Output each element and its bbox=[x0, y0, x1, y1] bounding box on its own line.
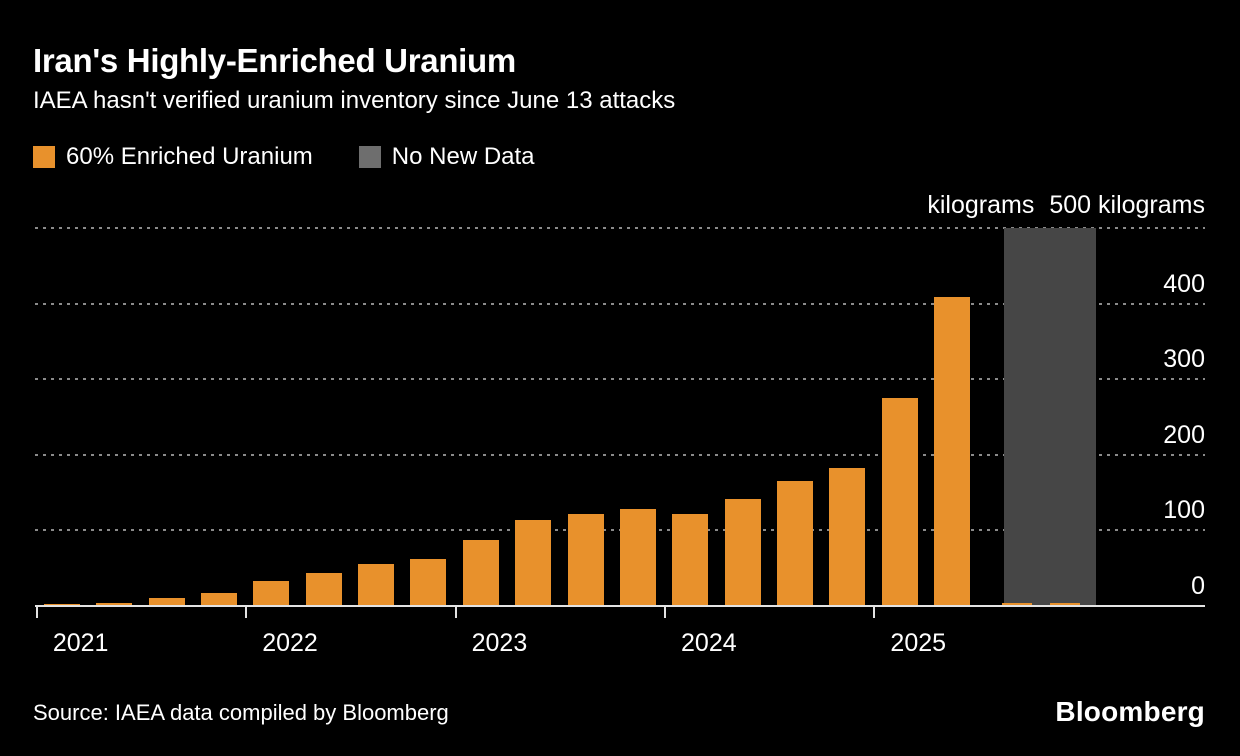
x-tick-label-2021: 2021 bbox=[52, 629, 109, 657]
bar-60pct-enriched-2024-12 bbox=[672, 514, 709, 606]
y-axis-top-labels: kilograms 500 kilograms bbox=[927, 191, 1205, 220]
x-tick-label-2023: 2023 bbox=[471, 629, 528, 657]
y-tick-label-0: 0 bbox=[1191, 572, 1205, 600]
x-axis-line bbox=[35, 605, 1205, 607]
bar-60pct-enriched-2023-8 bbox=[462, 539, 499, 606]
bar-60pct-enriched-2024-13 bbox=[724, 498, 761, 606]
no-data-baseline-stub-0 bbox=[1002, 603, 1032, 606]
bar-60pct-enriched-2023-10 bbox=[567, 514, 604, 606]
bar-60pct-enriched-2023-11 bbox=[619, 509, 656, 606]
x-tick-label-2022: 2022 bbox=[262, 629, 318, 657]
y-tick-label-100: 100 bbox=[1163, 496, 1205, 525]
bar-60pct-enriched-2024-14 bbox=[776, 481, 813, 606]
y-tick-label-300: 300 bbox=[1163, 345, 1205, 374]
x-axis-tick-2021 bbox=[35, 607, 38, 618]
bloomberg-logo: Bloomberg bbox=[1055, 696, 1205, 727]
legend-item-enriched-uranium: 60% Enriched Uranium bbox=[33, 143, 313, 171]
bar-60pct-enriched-2021-2 bbox=[148, 598, 185, 606]
chart-subtitle: IAEA hasn't verified uranium inventory s… bbox=[33, 87, 676, 114]
bar-60pct-enriched-2025-17 bbox=[933, 297, 970, 606]
bar-60pct-enriched-2022-5 bbox=[305, 573, 342, 606]
x-axis-tick-2022 bbox=[245, 607, 248, 618]
legend-item-no-new-data: No New Data bbox=[358, 143, 535, 171]
bar-60pct-enriched-2021-1 bbox=[96, 603, 133, 606]
bar-60pct-enriched-2022-7 bbox=[410, 558, 447, 606]
x-axis-tick-2024 bbox=[664, 607, 667, 618]
source-note: Source: IAEA data compiled by Bloomberg bbox=[33, 700, 449, 725]
bar-no-new-data bbox=[1004, 228, 1096, 606]
legend-label-no-new-data: No New Data bbox=[391, 143, 535, 170]
x-tick-label-2025: 2025 bbox=[890, 629, 947, 657]
legend-swatch-orange bbox=[33, 146, 55, 168]
bar-60pct-enriched-2023-9 bbox=[515, 519, 552, 606]
y-axis-unit-label: kilograms bbox=[927, 191, 1035, 219]
gridline-400 bbox=[35, 302, 1205, 305]
chart-title: Iran's Highly-Enriched Uranium bbox=[33, 42, 516, 79]
bar-60pct-enriched-2022-6 bbox=[358, 563, 395, 606]
x-tick-label-2024: 2024 bbox=[681, 629, 737, 657]
legend-label-enriched-uranium: 60% Enriched Uranium bbox=[66, 143, 313, 170]
x-axis-tick-2025 bbox=[873, 607, 876, 618]
x-axis-tick-2023 bbox=[454, 607, 457, 618]
y-axis-top-tick-label: 500 kilograms bbox=[1049, 191, 1205, 219]
gridline-200 bbox=[35, 453, 1205, 456]
gridline-300 bbox=[35, 378, 1205, 381]
no-data-baseline-stub-1 bbox=[1050, 603, 1080, 606]
bar-60pct-enriched-2022-4 bbox=[253, 580, 290, 606]
gridline-500 bbox=[35, 227, 1205, 229]
bar-60pct-enriched-2024-15 bbox=[829, 468, 866, 606]
y-tick-label-200: 200 bbox=[1163, 420, 1205, 449]
y-tick-label-400: 400 bbox=[1163, 269, 1205, 298]
bar-60pct-enriched-2021-3 bbox=[201, 592, 238, 606]
legend: 60% Enriched Uranium No New Data bbox=[33, 143, 535, 171]
bar-60pct-enriched-2025-16 bbox=[881, 398, 918, 606]
legend-swatch-gray bbox=[358, 146, 381, 168]
